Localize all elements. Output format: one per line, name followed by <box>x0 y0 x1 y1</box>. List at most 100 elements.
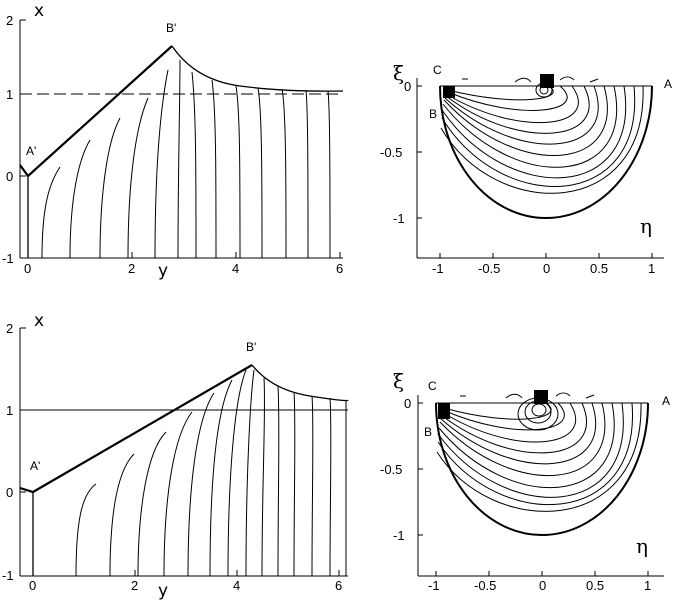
small-loop <box>517 397 559 431</box>
y-tick-label: 0 <box>6 485 13 500</box>
boundary-wedge <box>19 45 173 178</box>
x-tick-label: -1 <box>432 261 444 276</box>
free-surface-curve <box>251 364 349 402</box>
eta-axis-title: η <box>640 214 652 238</box>
contour-loop <box>444 85 599 145</box>
streamline <box>327 90 331 259</box>
streamline <box>209 379 233 577</box>
x-tick-label: 6 <box>335 578 342 593</box>
contour-loop <box>439 402 597 465</box>
contour-loop <box>437 402 633 506</box>
x-tick-label: 0 <box>24 261 31 276</box>
contour-loop <box>445 85 590 134</box>
y-tick-label: 2 <box>6 13 13 28</box>
x-tick-label: 0 <box>29 578 36 593</box>
contour-loop <box>445 85 579 124</box>
edge-marks <box>460 392 595 399</box>
contour-loop <box>443 85 608 156</box>
contour-loop <box>441 85 636 188</box>
contour-loop <box>438 402 615 489</box>
streamline <box>163 411 193 577</box>
streamline <box>261 377 266 577</box>
contour-loop <box>441 85 627 179</box>
y-tick-label: -1 <box>2 251 14 266</box>
contour-loop <box>439 402 606 476</box>
small-loop <box>531 403 547 417</box>
boundary-wedge <box>19 364 253 494</box>
streamline <box>154 69 169 259</box>
singular-cluster <box>540 74 554 88</box>
point-label-c: C <box>433 63 442 77</box>
top-right-panel <box>416 74 664 259</box>
bottom-left-labels: x y 2 1 0 -1 0 2 4 6 A' B' <box>2 311 342 601</box>
streamline <box>75 483 97 577</box>
bottom-right-panel <box>417 390 664 577</box>
singular-cluster <box>438 403 450 419</box>
x-tick-label: -1 <box>428 578 440 593</box>
point-label-b: B' <box>166 21 176 35</box>
bottom-right-labels: ξ η 0 -0.5 -1 -1 -0.5 0 0.5 1 A B C <box>380 369 670 593</box>
y-tick-label: 1 <box>6 403 13 418</box>
x-tick-label: 0 <box>539 578 546 593</box>
y-axis-title: x <box>34 311 44 331</box>
x-tick-label: 2 <box>128 261 135 276</box>
top-left-panel <box>19 19 344 259</box>
contour-loop <box>436 402 642 512</box>
xi-axis-title: ξ <box>393 369 404 393</box>
contour-loop <box>447 85 568 111</box>
x-axis-title: y <box>158 581 168 601</box>
x-tick-label: 2 <box>131 578 138 593</box>
edge-marks <box>462 76 599 83</box>
x-tick-label: 4 <box>233 578 240 593</box>
bottom-left-panel <box>19 327 349 577</box>
xi-axis-title: ξ <box>393 61 404 85</box>
streamline <box>41 166 61 259</box>
x-tick-label: 1 <box>644 578 651 593</box>
x-tick-label: 6 <box>336 261 343 276</box>
point-label-c: C <box>428 379 437 393</box>
streamline <box>293 391 296 577</box>
x-tick-label: -0.5 <box>478 261 500 276</box>
contour-loop <box>440 402 587 454</box>
streamline <box>211 79 217 259</box>
top-left-labels: x y 2 1 0 -1 0 2 4 6 A' B' <box>2 1 343 281</box>
point-label-a: A <box>664 77 672 91</box>
point-label-b: B <box>424 425 432 439</box>
streamline <box>127 97 149 259</box>
contour-loop <box>441 402 577 443</box>
y-tick-label: -1 <box>393 211 405 226</box>
point-label-a: A <box>662 394 670 408</box>
point-label-b: B' <box>246 340 256 354</box>
small-loop <box>539 85 549 95</box>
streamline <box>245 369 255 577</box>
small-loop <box>524 400 552 424</box>
x-tick-label: -0.5 <box>474 578 496 593</box>
top-right-labels: ξ η 0 -0.5 -1 -1 -0.5 0 0.5 1 A B C <box>380 61 672 276</box>
y-tick-label: 1 <box>6 87 13 102</box>
streamline <box>137 431 167 577</box>
x-axis-title: y <box>158 261 168 281</box>
y-tick-label: 0 <box>6 169 13 184</box>
y-tick-label: 2 <box>6 321 13 336</box>
streamline <box>277 385 280 577</box>
streamline <box>191 71 197 259</box>
point-label-a: A' <box>30 459 40 473</box>
streamline <box>227 369 247 577</box>
contour-loop <box>437 402 624 498</box>
x-tick-label: 0 <box>543 261 550 276</box>
contour-loop <box>440 85 644 194</box>
streamline <box>99 117 121 259</box>
streamline <box>69 139 91 259</box>
contour-loop <box>442 85 617 168</box>
y-tick-label: 0 <box>404 396 411 411</box>
x-tick-label: 0.5 <box>590 261 608 276</box>
y-tick-label: -0.5 <box>380 462 402 477</box>
point-label-a: A' <box>26 144 36 158</box>
streamline <box>305 89 309 259</box>
streamline <box>177 59 181 259</box>
streamline <box>187 392 215 577</box>
streamline <box>257 87 263 259</box>
point-label-b: B <box>429 107 437 121</box>
y-tick-label: -1 <box>2 568 14 583</box>
